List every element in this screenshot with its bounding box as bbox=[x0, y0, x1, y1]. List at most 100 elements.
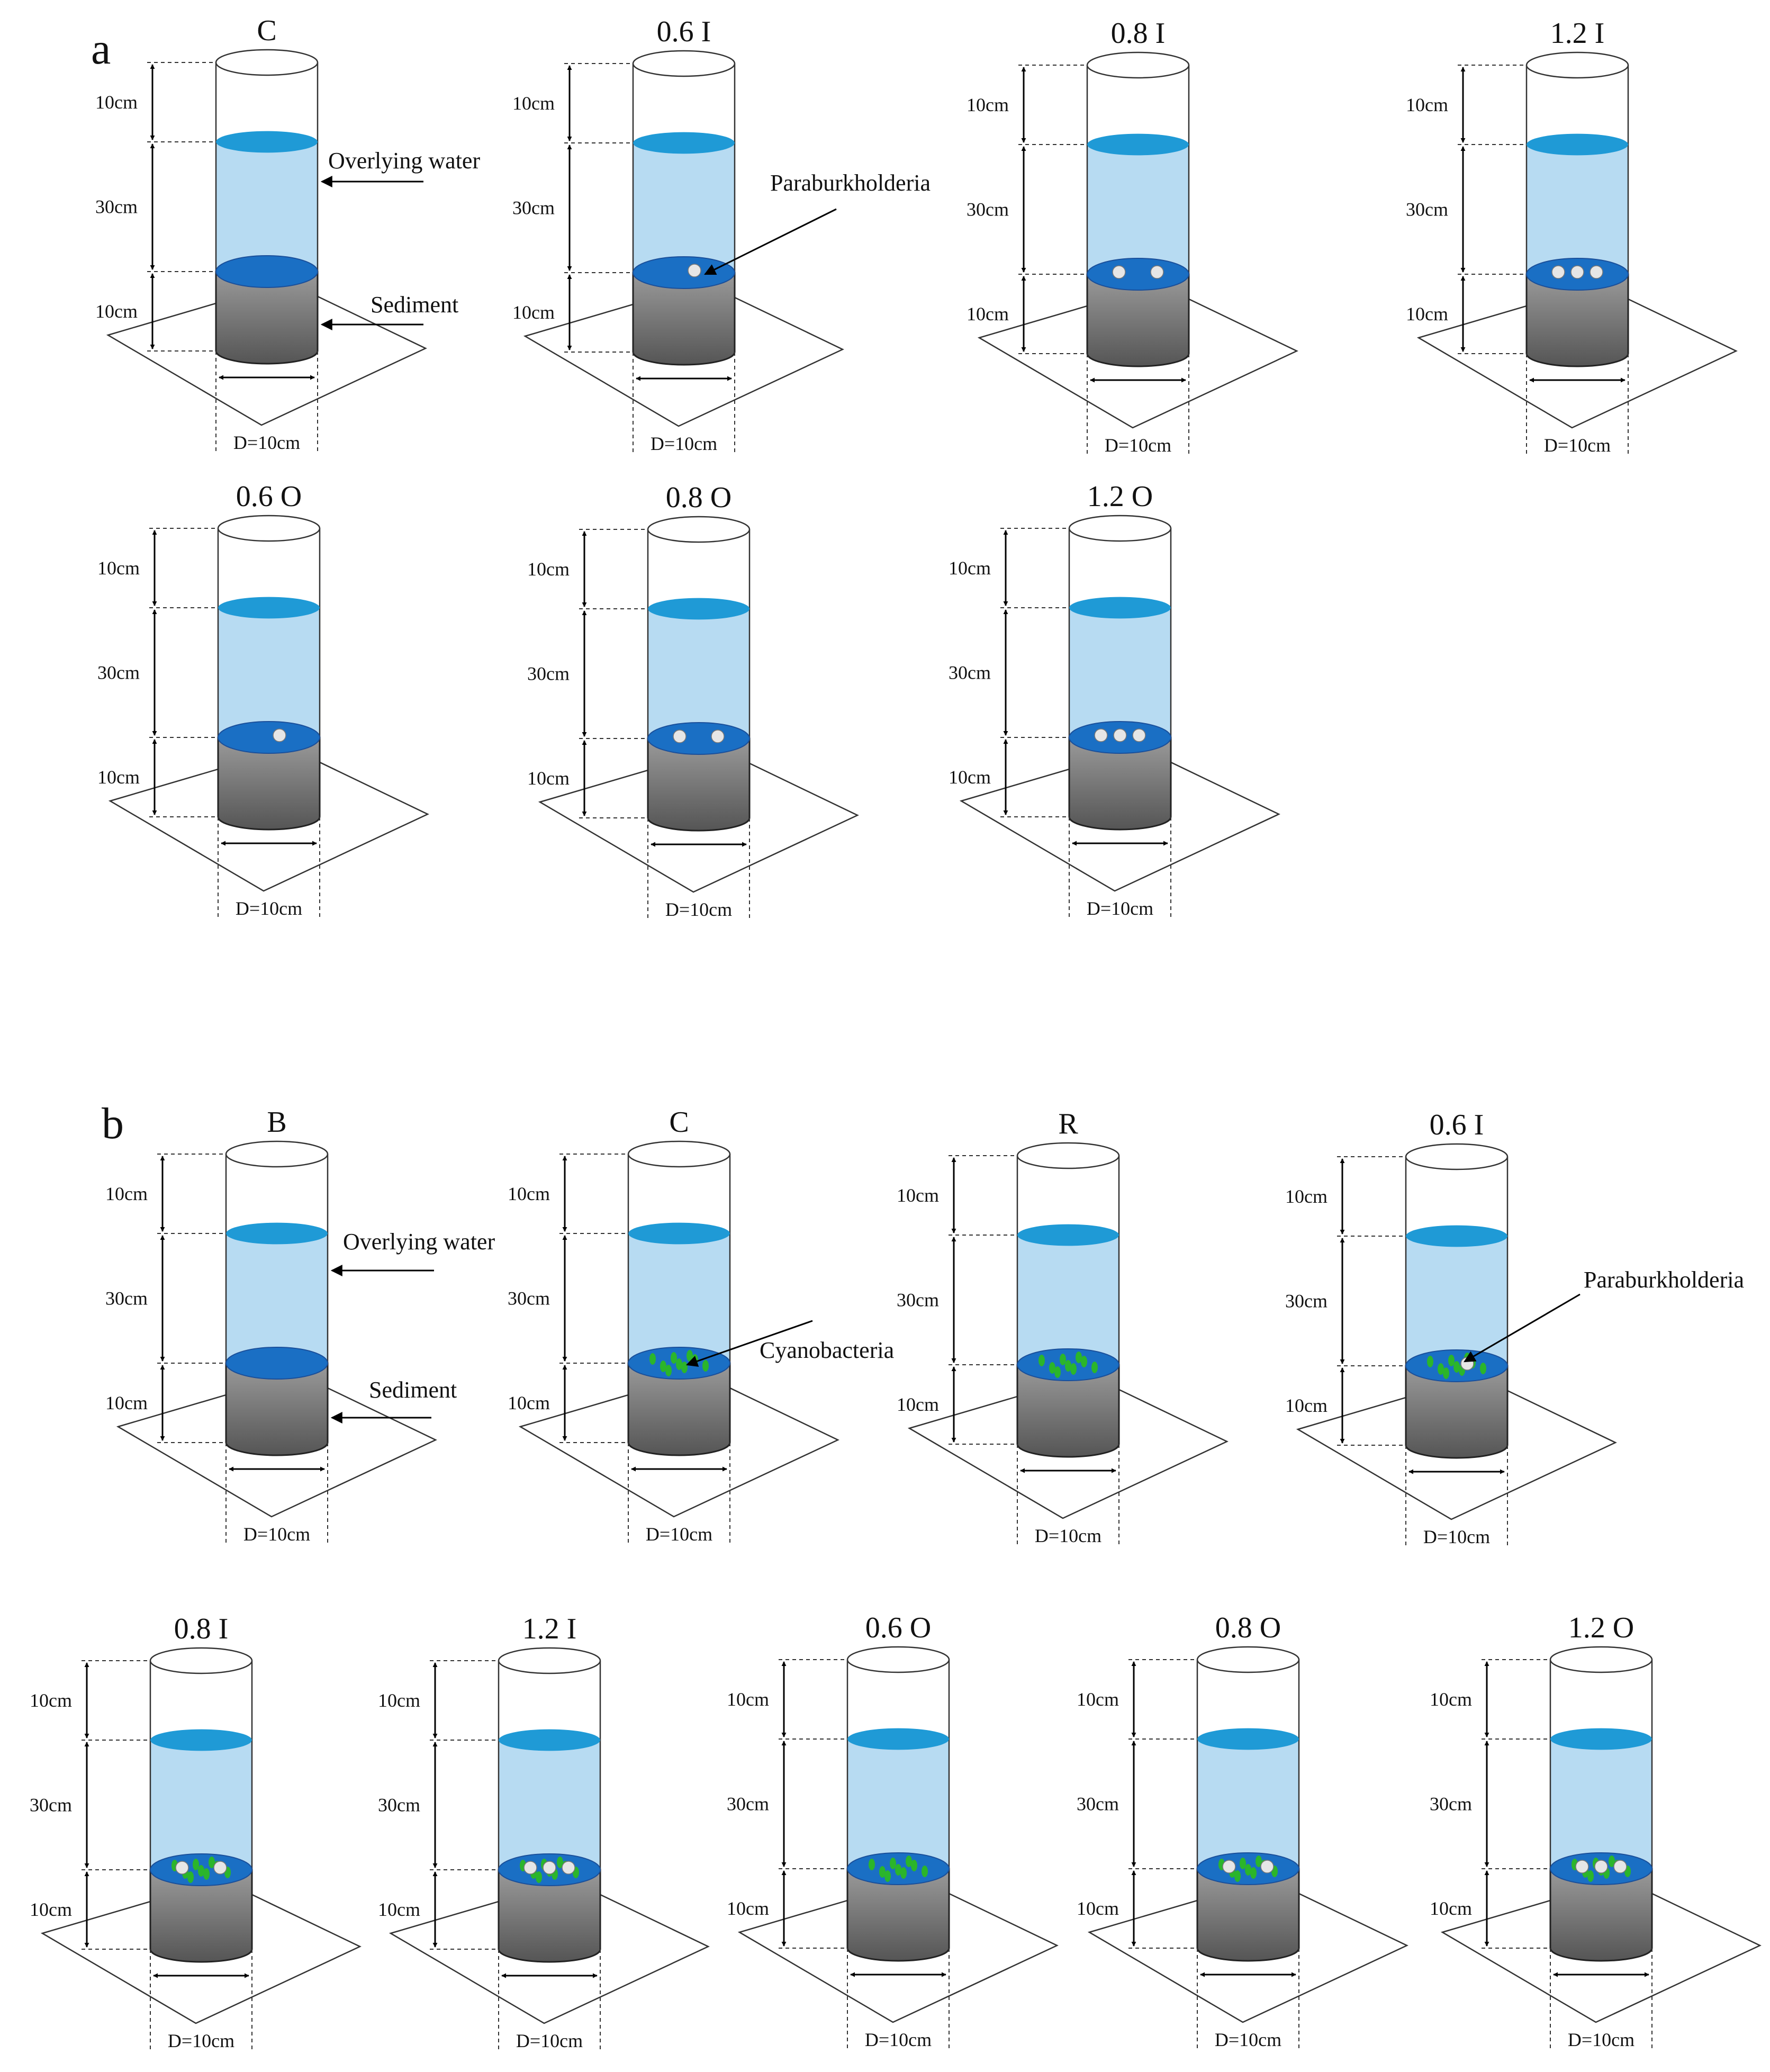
cyanobacteria-cell bbox=[1250, 1867, 1257, 1879]
column-title: 0.6 O bbox=[865, 1611, 931, 1644]
callout-sediment-a: Sediment bbox=[320, 292, 458, 330]
cyanobacteria-cell bbox=[209, 1857, 215, 1868]
water-surface bbox=[648, 598, 749, 620]
cyanobacteria-cell bbox=[1256, 1855, 1262, 1867]
panel-label-a: a bbox=[91, 24, 111, 74]
dim-sediment-height: 10cm bbox=[1406, 303, 1448, 325]
column-title: 1.2 I bbox=[1550, 17, 1605, 50]
sediment-surface bbox=[633, 256, 735, 289]
dim-sediment-height: 10cm bbox=[1285, 1395, 1327, 1416]
overlying-water bbox=[633, 143, 735, 273]
paraburkholderia-cell bbox=[1575, 1860, 1589, 1873]
column-title: 0.8 O bbox=[1215, 1611, 1281, 1644]
dim-top-height: 10cm bbox=[508, 1183, 550, 1204]
column-a-5: 0.6 O 10cm 30cm 10cm D=10cm bbox=[97, 480, 429, 919]
paraburkholderia-cell bbox=[1613, 1860, 1627, 1873]
dim-sediment-height: 10cm bbox=[97, 767, 140, 788]
diameter-label: D=10cm bbox=[236, 898, 302, 919]
cyanobacteria-cell bbox=[198, 1865, 204, 1877]
cyanobacteria-cell bbox=[1427, 1356, 1433, 1367]
diameter-label: D=10cm bbox=[516, 2030, 583, 2051]
column-title: 0.8 O bbox=[666, 481, 732, 514]
cyanobacteria-cell bbox=[1054, 1366, 1061, 1378]
sediment-layer bbox=[846, 1868, 950, 1962]
tube-rim bbox=[217, 515, 321, 542]
water-surface bbox=[1406, 1225, 1507, 1247]
dim-top-height: 10cm bbox=[1430, 1689, 1472, 1710]
cyanobacteria-cell bbox=[879, 1866, 886, 1878]
dim-top-height: 10cm bbox=[949, 557, 991, 579]
sediment-layer bbox=[627, 1362, 731, 1456]
cyanobacteria-cell bbox=[1480, 1363, 1486, 1374]
cyanobacteria-cell bbox=[1060, 1354, 1066, 1365]
sediment-layer bbox=[1549, 1868, 1653, 1962]
water-surface bbox=[847, 1728, 949, 1750]
dim-sediment-height: 10cm bbox=[30, 1899, 72, 1920]
column-b-4: 0.6 I 10cm 30cm 10cm D=10cm bbox=[1285, 1109, 1617, 1547]
callout-label: Overlying water bbox=[328, 148, 480, 174]
dim-water-height: 30cm bbox=[897, 1290, 939, 1311]
callout-label: Cyanobacteria bbox=[760, 1337, 894, 1363]
cyanobacteria-cell bbox=[193, 1859, 199, 1870]
water-surface bbox=[1017, 1224, 1119, 1246]
diameter-label: D=10cm bbox=[243, 1524, 310, 1545]
paraburkholderia-cell bbox=[1150, 265, 1164, 279]
cyanobacteria-cell bbox=[1609, 1855, 1615, 1867]
dim-water-height: 30cm bbox=[1285, 1291, 1327, 1312]
water-surface bbox=[1550, 1728, 1652, 1750]
dim-water-height: 30cm bbox=[512, 197, 555, 219]
paraburkholderia-cell bbox=[1260, 1860, 1274, 1873]
dim-water-height: 30cm bbox=[1430, 1794, 1472, 1815]
callout-label: Sediment bbox=[371, 292, 458, 318]
dim-water-height: 30cm bbox=[508, 1288, 550, 1309]
column-b-5: 0.8 I 10cm 30cm 10cm D=10cm bbox=[30, 1612, 362, 2051]
column-title: 1.2 O bbox=[1087, 480, 1153, 513]
column-title: 0.8 I bbox=[1111, 17, 1166, 50]
dim-sediment-height: 10cm bbox=[897, 1394, 939, 1415]
water-surface bbox=[633, 132, 735, 154]
diameter-label: D=10cm bbox=[646, 1524, 712, 1545]
tube-rim bbox=[225, 1140, 329, 1168]
dim-sediment-height: 10cm bbox=[378, 1899, 420, 1920]
paraburkholderia-cell bbox=[273, 728, 286, 742]
water-surface bbox=[1087, 133, 1189, 156]
cyanobacteria-cell bbox=[536, 1871, 542, 1883]
dim-sediment-height: 10cm bbox=[949, 767, 991, 788]
column-title: 0.6 O bbox=[236, 480, 302, 513]
column-title: 1.2 I bbox=[522, 1612, 577, 1645]
dim-sediment-height: 10cm bbox=[512, 302, 555, 323]
overlying-water bbox=[1197, 1739, 1299, 1869]
dim-sediment-height: 10cm bbox=[727, 1898, 769, 1919]
sediment-layer bbox=[647, 737, 751, 832]
column-title: C bbox=[669, 1106, 689, 1139]
sediment-surface bbox=[215, 255, 318, 288]
cyanobacteria-cell bbox=[1065, 1360, 1071, 1372]
sediment-layer bbox=[1196, 1868, 1300, 1962]
dim-top-height: 10cm bbox=[105, 1183, 148, 1204]
column-title: B bbox=[267, 1106, 286, 1139]
dim-sediment-height: 10cm bbox=[527, 768, 570, 789]
cyanobacteria-cell bbox=[922, 1866, 928, 1877]
callout-label: Paraburkholderia bbox=[1584, 1267, 1744, 1293]
overlying-water bbox=[628, 1233, 730, 1363]
water-surface bbox=[499, 1729, 600, 1751]
callout-paraburkholderia-b: Paraburkholderia bbox=[1464, 1267, 1744, 1363]
tube-rim bbox=[627, 1140, 731, 1168]
cyanobacteria-cell bbox=[187, 1871, 194, 1883]
sediment-layer bbox=[149, 1869, 253, 1963]
paraburkholderia-cell bbox=[562, 1861, 575, 1875]
water-surface bbox=[216, 131, 318, 153]
cyanobacteria-cell bbox=[660, 1361, 666, 1372]
diameter-label: D=10cm bbox=[1544, 435, 1611, 456]
callout-cyanobacteria-b: Cyanobacteria bbox=[685, 1320, 894, 1367]
dim-top-height: 10cm bbox=[967, 94, 1009, 115]
overlying-water bbox=[1069, 608, 1171, 737]
cyanobacteria-cell bbox=[1070, 1363, 1077, 1375]
cyanobacteria-cell bbox=[665, 1365, 672, 1376]
overlying-water bbox=[150, 1740, 252, 1870]
paraburkholderia-cell bbox=[711, 729, 725, 743]
dim-top-height: 10cm bbox=[512, 93, 555, 114]
diameter-label: D=10cm bbox=[168, 2030, 234, 2051]
column-b-7: 0.6 O 10cm 30cm 10cm D=10cm bbox=[727, 1611, 1059, 2050]
dim-water-height: 30cm bbox=[527, 663, 570, 684]
